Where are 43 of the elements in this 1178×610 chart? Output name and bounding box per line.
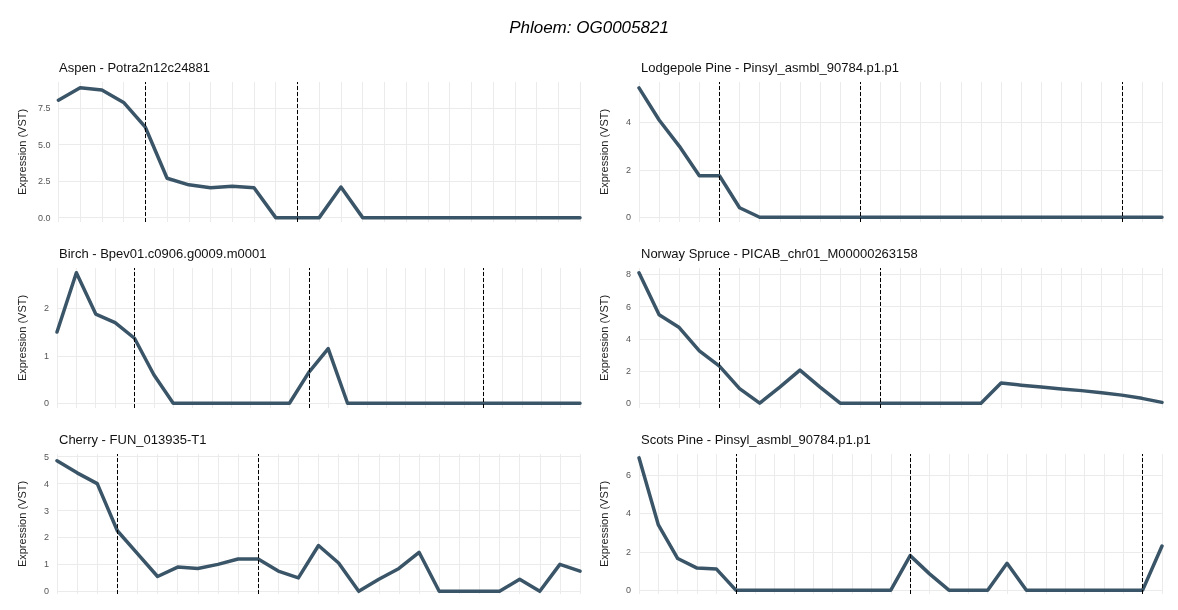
line-series: [55, 271, 582, 405]
y-tick-label: 5: [43, 451, 49, 462]
chart-title: Aspen - Potra2n12c24881: [59, 60, 211, 75]
y-axis-title: Expression (VST): [597, 294, 610, 382]
y-tick-label: 0: [43, 398, 49, 409]
line-series: [637, 456, 1164, 592]
y-tick-label: 1: [43, 559, 49, 570]
line-series: [637, 271, 1164, 405]
y-tick-label: 6: [625, 301, 631, 312]
y-tick-label: 3: [43, 505, 49, 516]
y-tick-label: 2: [43, 532, 49, 543]
y-tick-label: 2: [625, 365, 631, 376]
y-tick-label: 1: [43, 350, 49, 361]
chart-title: Birch - Bpev01.c0906.g0009.m0001: [59, 246, 267, 261]
y-tick-label: 8: [625, 269, 631, 280]
y-tick-label: 0: [625, 212, 631, 223]
y-tick-label: 4: [625, 508, 631, 519]
y-axis-title: Expression (VST): [597, 108, 610, 196]
text: Phloem: OG0005821: [509, 18, 669, 37]
y-axis-title: Expression (VST): [15, 294, 28, 382]
y-tick-label: 2: [625, 164, 631, 175]
y-tick-label: 0.0: [37, 212, 51, 223]
y-tick-label: 4: [625, 333, 631, 344]
y-tick-label: 4: [43, 478, 49, 489]
chart-title: Scots Pine - Pinsyl_asmbl_90784.p1.p1: [641, 432, 871, 447]
chart-title: Norway Spruce - PICAB_chr01_M00000263158: [641, 246, 918, 261]
line-series: [637, 86, 1164, 219]
y-tick-label: 2: [43, 303, 49, 314]
y-tick-label: 4: [625, 117, 631, 128]
y-tick-label: 5.0: [37, 139, 51, 150]
chart-title: Cherry - FUN_013935-T1: [59, 432, 207, 447]
y-axis-title: Expression (VST): [597, 480, 610, 568]
y-tick-label: 7.5: [37, 103, 51, 114]
y-tick-label: 0: [625, 398, 631, 409]
y-tick-label: 6: [625, 470, 631, 481]
y-axis-title: Expression (VST): [15, 108, 28, 196]
line-series: [56, 86, 582, 220]
y-tick-label: 0: [625, 585, 631, 596]
y-tick-label: 2.5: [37, 176, 51, 187]
y-tick-label: 2: [625, 546, 631, 557]
y-tick-label: 0: [43, 586, 49, 597]
chart-title: Lodgepole Pine - Pinsyl_asmbl_90784.p1.p1: [641, 60, 900, 75]
y-axis-title: Expression (VST): [15, 480, 28, 568]
